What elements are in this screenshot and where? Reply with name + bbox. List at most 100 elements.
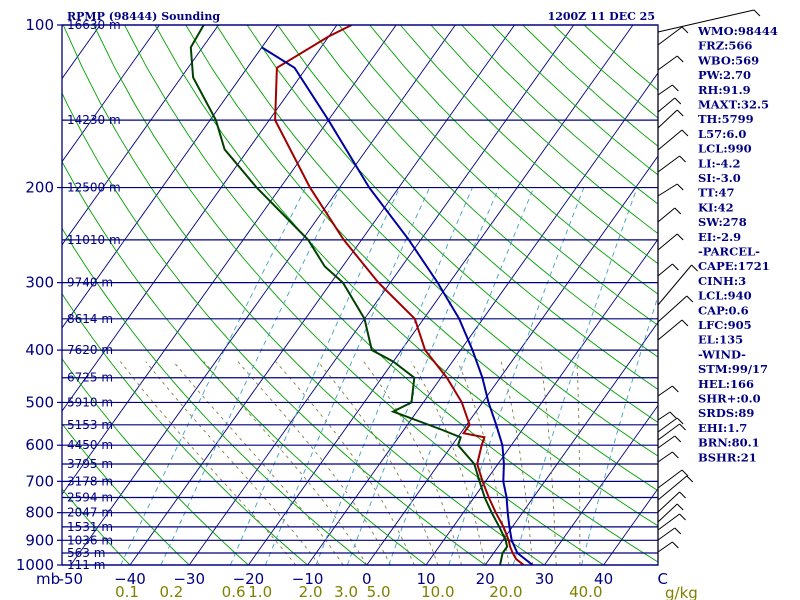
wind-barb <box>657 295 688 323</box>
wind-barb-flag <box>676 233 684 241</box>
index-line: EL:135 <box>698 333 743 347</box>
wind-barb-flag <box>674 435 682 443</box>
wind-barb-flag <box>669 411 677 419</box>
pressure-tick-label: 600 <box>25 436 54 454</box>
isobars <box>57 24 658 566</box>
index-line: PW:2.70 <box>698 68 751 82</box>
index-line: LFC:905 <box>698 318 752 332</box>
pressure-tick-label: 300 <box>25 274 54 292</box>
height-label: 3795 m <box>67 457 113 471</box>
wind-barb <box>657 513 680 531</box>
isotherm-line <box>248 25 634 565</box>
wind-barb-flag <box>672 385 679 393</box>
index-line: CAPE:1721 <box>698 259 770 273</box>
index-line: BSHR:21 <box>698 450 757 464</box>
parcel-trace <box>261 46 534 565</box>
temperature-tick-label: -50 <box>59 570 84 588</box>
pressure-tick-label: 1000 <box>16 556 54 574</box>
isotherm-line <box>544 404 658 565</box>
isotherm-line <box>70 25 456 565</box>
wind-barb-flag <box>679 423 686 431</box>
isotherm-line <box>129 25 515 565</box>
dry-adiabat <box>62 160 427 565</box>
dry-adiabat <box>93 25 604 565</box>
moist-adiabat <box>237 361 391 565</box>
temperature-axis: -50 −40 −30 −20 −10 0 10 20 30 40 C <box>59 570 668 588</box>
wind-barb <box>657 411 671 421</box>
chart-title: RPMP (98444) Sounding <box>67 10 220 23</box>
temperature-trace <box>274 25 525 565</box>
index-line: KI:42 <box>698 200 734 214</box>
wind-barb-flag <box>686 475 694 483</box>
isotherm-line <box>62 25 338 412</box>
mixing-ratio-line <box>229 187 401 565</box>
mixing-ratio-line <box>120 187 306 565</box>
index-line: SRDS:89 <box>698 406 754 420</box>
mixing-ratio-line <box>512 187 638 565</box>
wind-barb <box>657 417 678 433</box>
wind-barb <box>657 55 678 71</box>
wind-barb <box>657 527 676 541</box>
moist-adiabat <box>275 361 415 565</box>
wind-barb-flag <box>676 55 684 63</box>
height-label: 8614 m <box>67 312 113 326</box>
pressure-tick-label: 800 <box>25 504 54 522</box>
mixing-ratio-unit: g/kg <box>665 584 698 600</box>
isotherm-line <box>366 155 658 565</box>
valid-time: 1200Z 11 DEC 25 <box>548 10 655 23</box>
plot-frame <box>61 24 659 566</box>
wind-barb-flag <box>679 155 686 163</box>
moist-adiabat <box>173 361 344 565</box>
index-line: CAP:0.6 <box>698 303 749 317</box>
wind-barb-flag <box>674 207 682 215</box>
height-label: 1036 m <box>67 533 113 547</box>
moist-adiabat <box>203 361 368 565</box>
wind-barb-flag <box>676 109 684 117</box>
temperature-tick-label: 20 <box>476 570 495 588</box>
isotherm-line <box>188 25 575 565</box>
index-line: HEL:166 <box>698 377 754 391</box>
wind-barb <box>657 469 683 489</box>
pressure-tick-label: 200 <box>25 179 54 197</box>
wind-barb-flag <box>753 9 761 17</box>
wind-barb <box>657 451 673 463</box>
wind-barb <box>657 423 680 441</box>
wind-barb <box>657 207 676 223</box>
temperature-tick-label: −40 <box>114 570 146 588</box>
height-label: 3178 m <box>67 474 113 488</box>
index-line: SW:278 <box>698 215 747 229</box>
pressure-tick-label: 500 <box>25 393 54 411</box>
moist-adiabat <box>317 361 439 565</box>
pressure-tick-label: 400 <box>25 341 54 359</box>
mixing-ratio-line <box>581 294 658 565</box>
temperature-tick-label: 10 <box>416 570 435 588</box>
mixing-ratio-label: 40.0 <box>569 583 602 600</box>
index-line: SHR+:0.0 <box>698 392 761 406</box>
wind-barb <box>657 475 688 501</box>
moist-adiabat <box>145 361 320 565</box>
mixing-ratio-axis: 0.1 0.2 0.6 1.0 2.0 3.0 5.0 10.0 20.0 40.0 <box>115 583 602 600</box>
height-label: 563 m <box>67 546 105 560</box>
height-label: 2047 m <box>67 506 113 520</box>
stability-indices: WMO:98444FRZ:566WBO:569PW:2.70RH:91.9MAX… <box>697 24 778 464</box>
height-label: 2594 m <box>67 491 113 505</box>
wind-barb <box>657 9 755 33</box>
height-label: 14230 m <box>67 113 121 127</box>
mixing-ratio-label: 0.1 <box>115 583 139 600</box>
wind-barbs <box>657 9 761 560</box>
mixing-ratio-label: 1.0 <box>248 583 272 600</box>
isotherm-line <box>62 25 219 246</box>
pressure-tick-label: 100 <box>25 16 54 34</box>
wind-barb <box>657 491 680 513</box>
background-grid <box>62 25 658 565</box>
wind-barb-flag <box>672 84 679 92</box>
wind-barb <box>657 155 680 173</box>
pressure-axis: 100 200 300 400 500 600 700 800 900 1000 <box>16 16 54 574</box>
wind-barb <box>657 319 683 341</box>
height-label: 5910 m <box>67 395 113 409</box>
wind-barb-flag <box>674 527 682 535</box>
index-line: EI:-2.9 <box>698 230 741 244</box>
isotherm-line <box>307 72 658 565</box>
index-line: CINH:3 <box>698 274 746 288</box>
